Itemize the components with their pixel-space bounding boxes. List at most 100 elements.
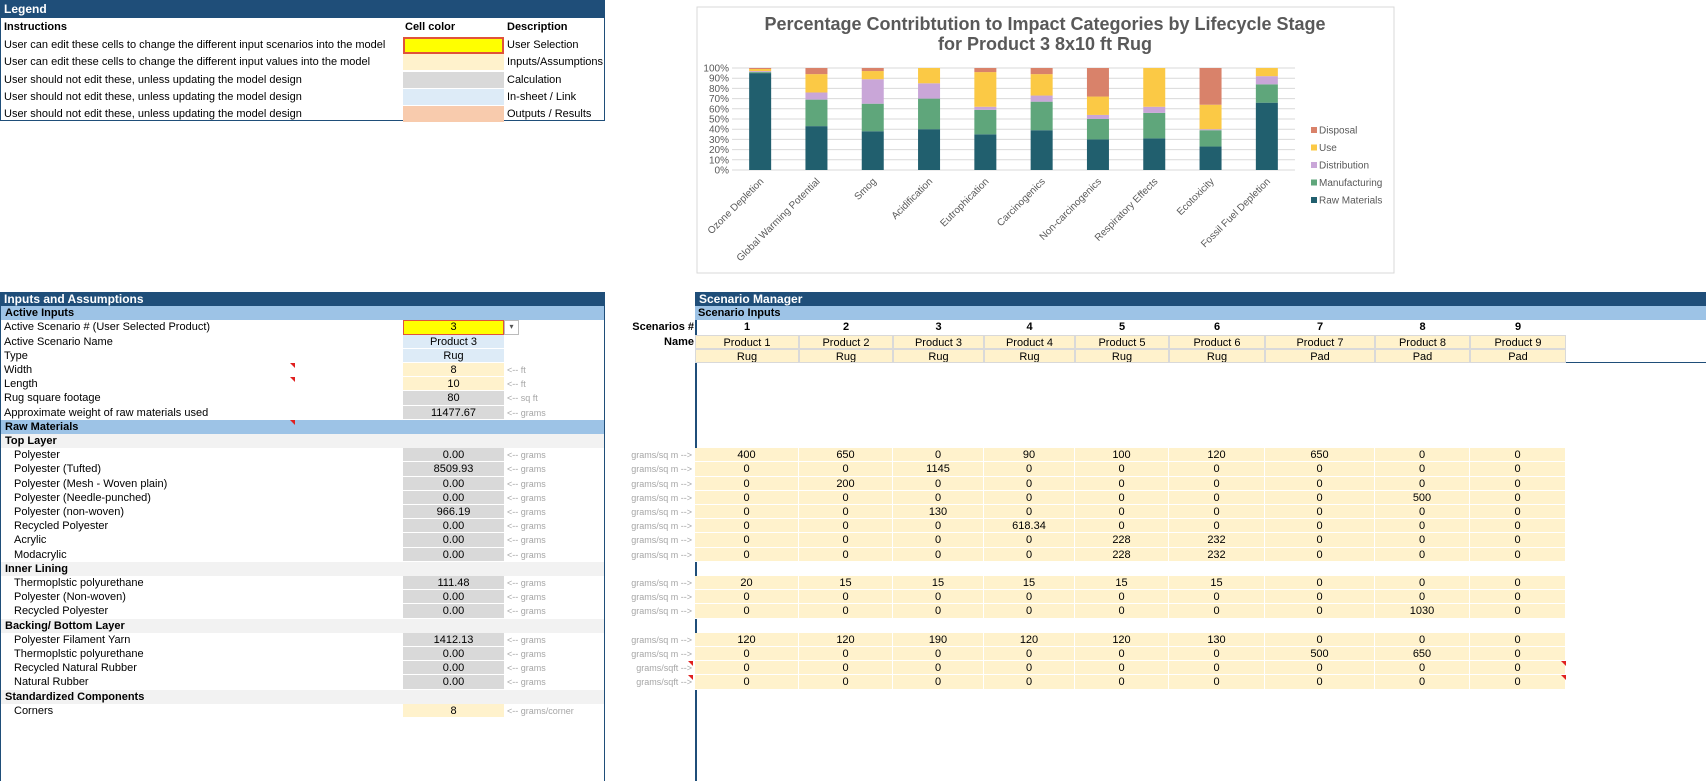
input-value: 1412.13 xyxy=(403,632,504,647)
scenario-value: 0 xyxy=(1375,632,1470,647)
scenario-unit: grams/sq m --> xyxy=(631,606,692,617)
input-value: 0.00 xyxy=(403,490,504,505)
legend-swatch xyxy=(403,54,504,72)
bar-segment xyxy=(805,126,828,170)
chart-title: Percentage Contribtution to Impact Categ… xyxy=(764,14,1325,34)
scenario-value: 0 xyxy=(695,533,799,548)
input-label: Polyester Filament Yarn xyxy=(14,633,131,646)
input-unit: <-- grams xyxy=(507,407,546,418)
input-value: Rug xyxy=(403,348,504,363)
legend-swatch xyxy=(1311,162,1317,168)
bar-segment xyxy=(861,103,884,132)
bar-segment xyxy=(1199,130,1222,147)
scenario-value: 0 xyxy=(893,448,984,463)
scenario-value: 0 xyxy=(984,661,1075,676)
bar-segment xyxy=(1030,74,1053,96)
scenario-name-label: Name xyxy=(664,335,694,348)
bar-segment xyxy=(1143,138,1166,170)
scenario-value: 0 xyxy=(893,590,984,605)
input-unit: <-- grams xyxy=(507,606,546,617)
input-label: Width xyxy=(4,364,33,376)
input-value: 111.48 xyxy=(403,576,504,591)
y-tick-label: 60% xyxy=(709,104,729,115)
input-label: Thermoplstic polyurethane xyxy=(14,577,144,589)
x-tick-label: Carcinogenics xyxy=(995,176,1048,229)
scenario-value: 0 xyxy=(799,590,893,605)
scenario-value: 0 xyxy=(695,505,799,520)
x-tick-label: Global Warming Potential xyxy=(735,176,823,264)
scenario-value: 90 xyxy=(984,448,1075,463)
scenario-value: 0 xyxy=(695,476,799,491)
scenario-value: 0 xyxy=(1375,576,1470,591)
bar-segment xyxy=(805,68,828,75)
input-unit: <-- grams xyxy=(507,464,546,475)
bar-segment xyxy=(749,71,772,73)
scenario-value: 0 xyxy=(1075,675,1169,690)
scenario-unit: grams/sq m --> xyxy=(631,634,692,645)
scenario-value: 0 xyxy=(1169,490,1265,505)
scenario-value: 0 xyxy=(1470,590,1566,605)
scenario-value: 0 xyxy=(1470,547,1566,562)
input-value: 0.00 xyxy=(403,519,504,534)
scenario-value: 228 xyxy=(1075,533,1169,548)
scenario-value: 0 xyxy=(1470,576,1566,591)
bar-segment xyxy=(1086,119,1109,140)
input-value: 0.00 xyxy=(403,675,504,690)
bar-segment xyxy=(974,68,997,73)
input-value: 8 xyxy=(403,363,504,378)
scenario-number: 9 xyxy=(1514,321,1522,334)
scenario-value: 0 xyxy=(893,604,984,619)
scenario-value: 0 xyxy=(984,604,1075,619)
scenario-number: 1 xyxy=(743,321,751,334)
bar-segment xyxy=(805,74,828,93)
input-value: 3 xyxy=(403,320,504,335)
scenario-value: 0 xyxy=(1265,547,1375,562)
bar-segment xyxy=(861,71,884,80)
input-unit: <-- ft xyxy=(507,379,526,390)
scenario-value: 0 xyxy=(1169,519,1265,534)
input-label: Corners xyxy=(14,704,54,717)
input-label: Rug square footage xyxy=(4,392,101,405)
bar-segment xyxy=(1086,114,1109,119)
scenario-value: 0 xyxy=(1375,462,1470,477)
scenario-value: 0 xyxy=(1169,604,1265,619)
legend-label: Raw Materials xyxy=(1319,196,1382,207)
scenario-type: Pad xyxy=(1265,348,1375,363)
scenario-value: 0 xyxy=(1075,604,1169,619)
scenario-type: Pad xyxy=(1470,348,1566,363)
scenario-unit: grams/sq m --> xyxy=(631,478,692,489)
scenario-value: 0 xyxy=(984,505,1075,520)
scenario-value: 650 xyxy=(799,448,893,463)
legend-label: Manufacturing xyxy=(1319,178,1382,189)
bar-segment xyxy=(974,106,997,110)
scenario-number: 6 xyxy=(1213,321,1221,334)
input-value: 0.00 xyxy=(403,604,504,619)
x-tick-label: Smog xyxy=(853,176,879,202)
scenario-value: 15 xyxy=(1169,576,1265,591)
scenario-value: 0 xyxy=(1470,490,1566,505)
scenario-value: 0 xyxy=(799,490,893,505)
scenario-value: 0 xyxy=(1265,675,1375,690)
x-tick-label: Ecotoxicity xyxy=(1175,176,1217,218)
scenario-type: Rug xyxy=(695,348,799,363)
scenario-value: 0 xyxy=(799,505,893,520)
x-tick-label: Acidification xyxy=(890,176,936,222)
input-unit: <-- grams xyxy=(507,649,546,659)
scenario-value: 0 xyxy=(1075,519,1169,534)
scenario-value: 0 xyxy=(799,675,893,690)
bar-segment xyxy=(1199,68,1222,105)
bar-segment xyxy=(749,72,772,74)
scenario-name: Product 3 xyxy=(893,334,984,349)
scenario-value: 0 xyxy=(1265,490,1375,505)
x-tick-label: Ozone Depletion xyxy=(706,176,766,236)
scenario-type: Rug xyxy=(893,348,984,363)
scenario-value: 0 xyxy=(1470,604,1566,619)
bar-segment xyxy=(1199,104,1222,130)
input-value: 0.00 xyxy=(403,661,504,676)
scenario-value: 0 xyxy=(799,533,893,548)
legend-swatch xyxy=(1311,127,1317,133)
bar-segment xyxy=(1255,76,1278,85)
scenario-value: 0 xyxy=(1265,576,1375,591)
subsection-header: Top Layer xyxy=(1,434,604,449)
scenario-value: 0 xyxy=(893,519,984,534)
